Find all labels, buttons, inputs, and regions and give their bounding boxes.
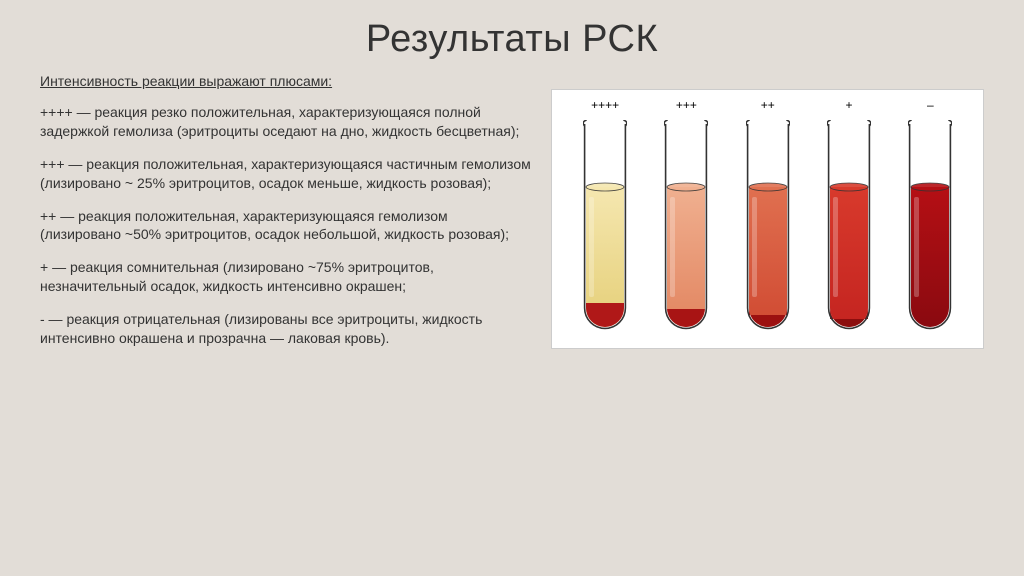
tube-3	[827, 120, 871, 330]
tube-label-3: +	[845, 98, 852, 116]
tube-1	[664, 120, 708, 330]
tubes-row: ++++ +++	[552, 90, 983, 348]
tube-2	[746, 120, 790, 330]
intro-line: Интенсивность реакции выражают плюсами:	[40, 73, 531, 89]
item-4plus: ++++ — реакция резко положительная, хара…	[40, 103, 531, 141]
tube-unit-4: –	[895, 98, 965, 330]
tube-unit-3: +	[814, 98, 884, 330]
item-3plus: +++ — реакция положительная, характеризу…	[40, 155, 531, 193]
tube-unit-2: ++	[733, 98, 803, 330]
item-2plus: ++ — реакция положительная, характеризую…	[40, 207, 531, 245]
item-minus: - — реакция отрицательная (лизированы вс…	[40, 310, 531, 348]
tube-label-1: +++	[676, 98, 697, 116]
item-1plus: + — реакция сомнительная (лизировано ~75…	[40, 258, 531, 296]
tubes-figure: ++++ +++	[551, 89, 984, 349]
text-column: Интенсивность реакции выражают плюсами: …	[40, 73, 551, 362]
tube-label-4: –	[927, 98, 934, 116]
tube-unit-1: +++	[651, 98, 721, 330]
tube-label-0: ++++	[591, 98, 619, 116]
tube-label-2: ++	[761, 98, 775, 116]
tube-0	[583, 120, 627, 330]
tube-unit-0: ++++	[570, 98, 640, 330]
content-row: Интенсивность реакции выражают плюсами: …	[0, 73, 1024, 362]
page-title: Результаты РСК	[0, 0, 1024, 73]
tube-4	[908, 120, 952, 330]
